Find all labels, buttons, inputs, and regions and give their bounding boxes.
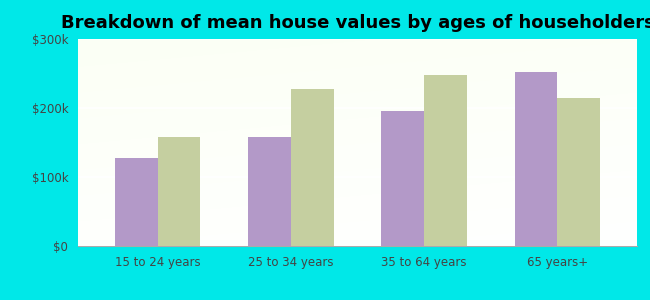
Bar [424,75,467,246]
Bar [515,72,557,246]
Bar [557,98,600,246]
Bar [158,137,200,246]
Bar [382,111,424,246]
Bar [248,137,291,246]
Bar [115,158,158,246]
Bar [291,89,333,246]
Title: Breakdown of mean house values by ages of householders: Breakdown of mean house values by ages o… [60,14,650,32]
